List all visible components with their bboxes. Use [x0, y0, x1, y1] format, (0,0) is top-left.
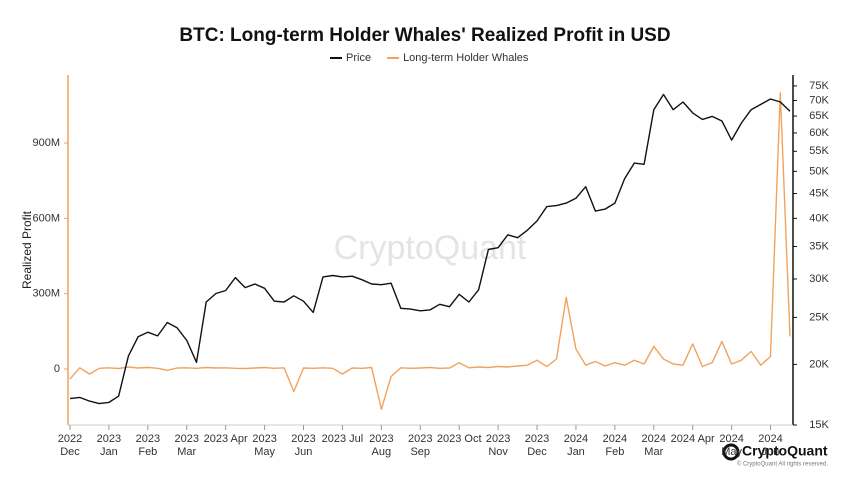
y2-tick-label: 55K	[809, 145, 829, 157]
x-tick-label: 2023 Sep	[408, 433, 432, 458]
legend-label: Long-term Holder Whales	[403, 52, 529, 64]
x-tick-label: 2024 Feb	[603, 433, 627, 458]
x-tick-label: 2023 Jun	[291, 433, 315, 458]
y2-tick-label: 65K	[809, 110, 829, 122]
y2-tick-label: 40K	[809, 212, 829, 224]
x-tick-label: 2023 Feb	[136, 433, 160, 458]
y-axis-label: Realized Profit	[20, 210, 34, 289]
x-tick-label: 2023 Mar	[175, 433, 199, 458]
series-line	[69, 92, 791, 410]
y2-tick-label: 25K	[809, 311, 829, 323]
y-tick-label: 0	[54, 363, 60, 375]
copyright: © CryptoQuant All rights reserved.	[737, 461, 828, 468]
x-tick-label: 2023 Apr	[204, 433, 248, 445]
y-tick-label: 300M	[32, 288, 60, 300]
x-tick-label: 2024 Apr	[671, 433, 715, 445]
y-tick-label: 900M	[32, 137, 60, 149]
x-tick-label: 2023 Nov	[486, 433, 510, 458]
x-tick-label: 2024 Mar	[642, 433, 666, 458]
x-tick-label: 2024 Jan	[564, 433, 588, 458]
y2-tick-label: 70K	[809, 94, 829, 106]
y-tick-label: 600M	[32, 212, 60, 224]
series-line	[69, 93, 791, 405]
y2-tick-label: 30K	[809, 273, 829, 285]
y2-tick-label: 15K	[809, 419, 829, 431]
y2-tick-label: 45K	[809, 187, 829, 199]
y2-tick-label: 60K	[809, 127, 829, 139]
legend: Price Long-term Holder Whales	[330, 52, 529, 64]
x-tick-label: 2024 May	[719, 433, 743, 458]
legend-label: Price	[346, 52, 371, 64]
x-tick-label: 2024 Jun	[758, 433, 782, 458]
x-tick-label: 2023 May	[252, 433, 276, 458]
y2-tick-label: 20K	[809, 358, 829, 370]
brand-logo	[722, 443, 740, 461]
y2-tick-label: 75K	[809, 80, 829, 92]
chart-title: BTC: Long-term Holder Whales' Realized P…	[179, 25, 670, 46]
brand: CryptoQuant	[742, 443, 828, 459]
x-tick-label: 2023 Oct	[437, 433, 482, 445]
x-tick-label: 2022 Dec	[58, 433, 82, 458]
x-tick-label: 2023 Jul	[322, 433, 364, 445]
x-tick-label: 2023 Dec	[525, 433, 549, 458]
x-tick-label: 2023 Aug	[369, 433, 393, 458]
y2-tick-label: 50K	[809, 165, 829, 177]
x-tick-label: 2023 Jan	[97, 433, 121, 458]
y2-tick-label: 35K	[809, 240, 829, 252]
